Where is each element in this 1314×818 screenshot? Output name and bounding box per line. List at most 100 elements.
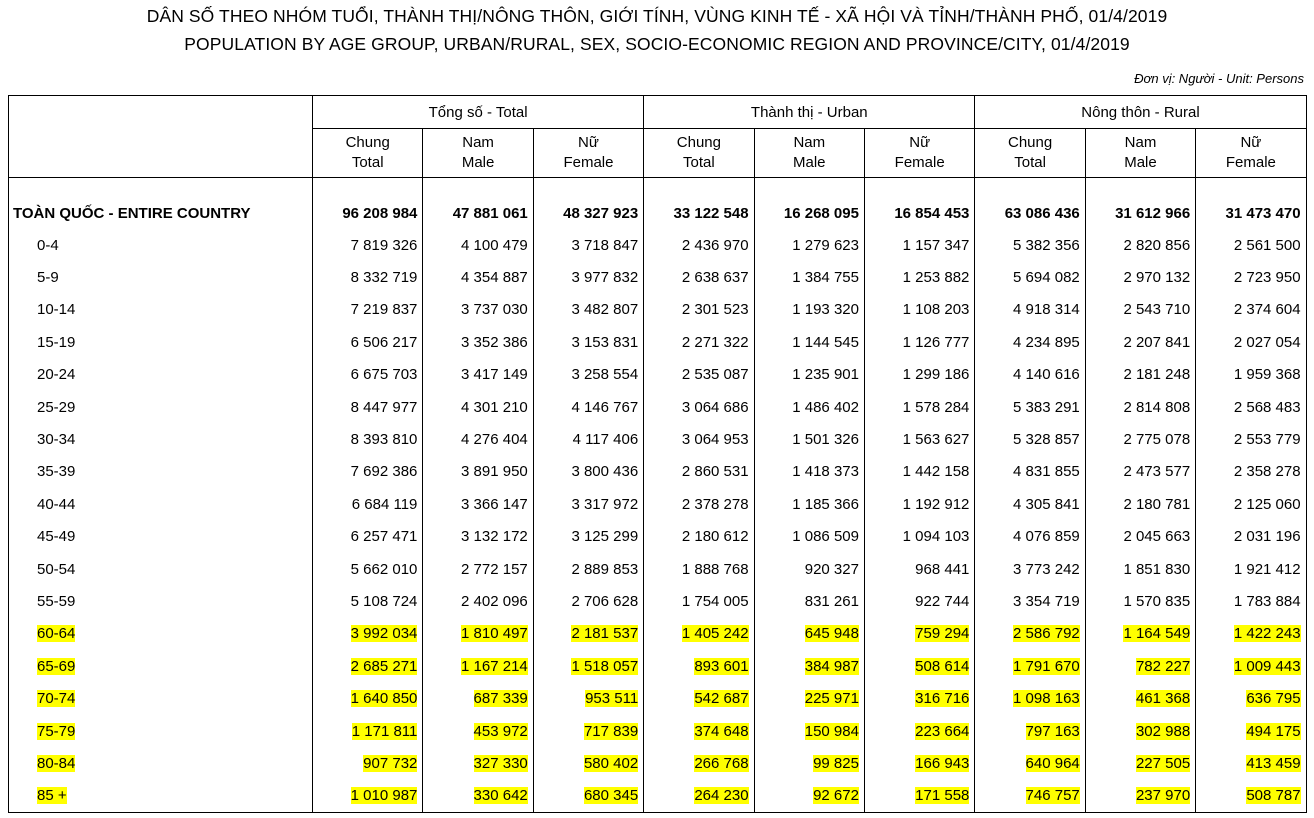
value-text: 4 276 404 [461, 431, 528, 449]
value-text: 47 881 061 [452, 204, 528, 222]
value-text: 2 180 781 [1123, 495, 1191, 513]
table-row: 35-39 7 692 386 3 891 950 3 800 436 2 860 53… [8, 455, 1307, 489]
group-header-total: Tổng số - Total [311, 95, 644, 129]
value-text: 645 948 [804, 625, 859, 643]
value-cell: 302 988 [1084, 714, 1196, 748]
value-text: 1 405 242 [681, 625, 749, 643]
value-text: 687 339 [473, 690, 528, 708]
value-cell: 640 964 [974, 747, 1086, 780]
value-cell: 99 825 [753, 747, 865, 780]
value-cell: 2 031 196 [1195, 520, 1307, 553]
value-cell: 1 126 777 [863, 326, 975, 359]
value-text: 494 175 [1246, 722, 1301, 740]
value-cell: 2 685 271 [311, 650, 423, 683]
value-cell: 4 918 314 [974, 293, 1086, 327]
value-text: 1 185 366 [792, 495, 859, 513]
value-text: 4 305 841 [1013, 495, 1080, 513]
value-text: 4 354 887 [461, 269, 528, 287]
value-cell: 920 327 [753, 552, 865, 586]
value-text: 5 108 724 [350, 592, 418, 610]
value-text: 1 810 497 [461, 625, 528, 643]
value-text: 2 970 132 [1123, 269, 1191, 287]
value-text: 1 126 777 [902, 333, 970, 351]
value-cell: 8 332 719 [311, 261, 423, 294]
value-cell: 5 383 291 [974, 390, 1086, 424]
value-cell: 4 831 855 [974, 455, 1086, 489]
value-text: 1 094 103 [902, 528, 970, 546]
value-cell: 453 972 [422, 714, 534, 748]
row-label-text: 40-44 [37, 495, 76, 513]
value-cell: 1 164 549 [1084, 617, 1196, 651]
table-row: 50-54 5 662 010 2 772 157 2 889 853 1 888 76… [8, 552, 1307, 586]
value-text: 1 192 912 [902, 495, 970, 513]
value-text: 225 971 [804, 690, 859, 708]
value-text: 150 984 [804, 722, 859, 740]
value-cell: 7 819 326 [311, 229, 423, 262]
value-cell: 2 814 808 [1084, 390, 1196, 424]
value-cell: 2 535 087 [643, 358, 755, 391]
value-cell: 1 810 497 [422, 617, 534, 651]
value-cell: 2 970 132 [1084, 261, 1196, 294]
value-cell: 8 393 810 [311, 423, 423, 456]
value-cell: 1 279 623 [753, 229, 865, 262]
value-cell: 508 787 [1195, 779, 1307, 813]
value-text: 48 327 923 [563, 204, 639, 222]
value-cell: 413 459 [1195, 747, 1307, 780]
value-cell: 2 568 483 [1195, 390, 1307, 424]
value-text: 2 535 087 [681, 366, 749, 384]
value-cell: 3 317 972 [532, 488, 644, 521]
value-text: 1 144 545 [792, 333, 859, 351]
table-row: 10-14 7 219 837 3 737 030 3 482 807 2 301 52… [8, 293, 1307, 327]
value-text: 2 543 710 [1123, 301, 1191, 319]
value-text: 2 553 779 [1233, 431, 1301, 449]
value-cell: 237 970 [1084, 779, 1196, 813]
value-cell: 2 125 060 [1195, 488, 1307, 521]
table-row: 60-64 3 992 034 1 810 497 2 181 537 1 405 24… [8, 617, 1307, 651]
title-vietnamese: DÂN SỐ THEO NHÓM TUỔI, THÀNH THỊ/NÔNG TH… [146, 6, 1168, 26]
row-label: 20-24 [8, 358, 313, 391]
value-cell: 1 640 850 [311, 682, 423, 715]
table-row: 65-69 2 685 271 1 167 214 1 518 057 893 601 3… [8, 650, 1307, 683]
value-cell: 1 010 987 [311, 779, 423, 813]
value-cell: 2 820 856 [1084, 229, 1196, 262]
value-text: 3 153 831 [571, 333, 639, 351]
value-cell: 746 757 [974, 779, 1086, 813]
value-cell: 1 442 158 [863, 455, 975, 489]
value-cell: 1 518 057 [532, 650, 644, 683]
value-text: 2 436 970 [681, 236, 749, 254]
value-text: 33 122 548 [673, 204, 749, 222]
value-text: 16 854 453 [894, 204, 970, 222]
row-label: 25-29 [8, 390, 313, 424]
value-cell: 1 501 326 [753, 423, 865, 456]
row-label-text: 65-69 [37, 657, 76, 675]
value-text: 2 125 060 [1233, 495, 1301, 513]
value-cell: 687 339 [422, 682, 534, 715]
subheader-cell: Nam Male [753, 128, 865, 178]
value-text: 8 332 719 [350, 269, 418, 287]
value-cell: 3 258 554 [532, 358, 644, 391]
value-cell: 2 436 970 [643, 229, 755, 262]
value-text: 831 261 [804, 592, 859, 610]
value-cell: 3 800 436 [532, 455, 644, 489]
subheader-cell: Nam Male [422, 128, 534, 178]
value-text: 2 561 500 [1233, 236, 1301, 254]
value-text: 6 506 217 [350, 333, 418, 351]
value-cell: 1 578 284 [863, 390, 975, 424]
value-text: 266 768 [694, 754, 749, 772]
value-cell: 1 185 366 [753, 488, 865, 521]
value-cell: 542 687 [643, 682, 755, 715]
value-text: 717 839 [583, 722, 639, 740]
value-text: 1 921 412 [1233, 560, 1301, 578]
value-cell: 223 664 [863, 714, 975, 748]
value-text: 1 010 987 [350, 787, 418, 805]
table-row: 30-34 8 393 810 4 276 404 4 117 406 3 064 95… [8, 423, 1307, 456]
table-row: 40-44 6 684 119 3 366 147 3 317 972 2 378 27… [8, 488, 1307, 521]
value-cell: 1 570 835 [1084, 585, 1196, 618]
value-text: 31 473 470 [1225, 204, 1301, 222]
value-cell: 4 076 859 [974, 520, 1086, 553]
value-text: 4 100 479 [461, 236, 528, 254]
value-cell: 16 268 095 [753, 197, 865, 229]
value-text: 4 831 855 [1013, 463, 1080, 481]
value-text: 1 791 670 [1013, 657, 1080, 675]
value-text: 1 009 443 [1233, 657, 1301, 675]
